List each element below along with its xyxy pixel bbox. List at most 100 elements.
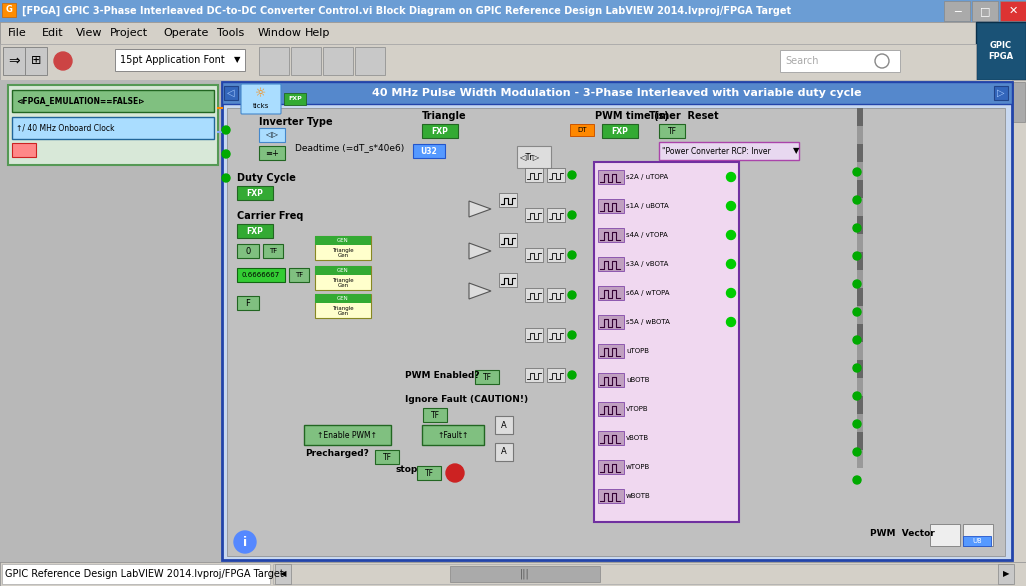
FancyBboxPatch shape bbox=[25, 47, 47, 75]
Text: ◁Tr▷: ◁Tr▷ bbox=[519, 152, 540, 162]
FancyBboxPatch shape bbox=[598, 315, 624, 329]
FancyBboxPatch shape bbox=[499, 273, 517, 287]
Circle shape bbox=[853, 168, 861, 176]
Text: Timer  Reset: Timer Reset bbox=[649, 111, 718, 121]
Text: DT: DT bbox=[578, 127, 587, 133]
Text: PWM Enabled?: PWM Enabled? bbox=[405, 372, 479, 380]
Text: U8: U8 bbox=[973, 538, 982, 544]
Text: Duty Cycle: Duty Cycle bbox=[237, 173, 295, 183]
Text: A: A bbox=[501, 448, 507, 456]
FancyBboxPatch shape bbox=[422, 425, 484, 445]
FancyBboxPatch shape bbox=[323, 47, 353, 75]
Circle shape bbox=[568, 211, 576, 219]
Text: FXP: FXP bbox=[432, 127, 448, 135]
FancyBboxPatch shape bbox=[475, 370, 499, 384]
FancyBboxPatch shape bbox=[857, 252, 863, 270]
Text: 0: 0 bbox=[245, 247, 250, 255]
Text: ticks: ticks bbox=[252, 103, 269, 109]
Text: 15pt Application Font: 15pt Application Font bbox=[120, 55, 225, 65]
FancyBboxPatch shape bbox=[994, 86, 1008, 100]
Text: TF: TF bbox=[482, 373, 491, 381]
Circle shape bbox=[853, 308, 861, 316]
FancyBboxPatch shape bbox=[602, 124, 638, 138]
Circle shape bbox=[568, 371, 576, 379]
FancyBboxPatch shape bbox=[315, 266, 371, 275]
FancyBboxPatch shape bbox=[525, 168, 543, 182]
Text: ▼: ▼ bbox=[793, 146, 799, 155]
FancyBboxPatch shape bbox=[998, 564, 1014, 584]
Text: Search: Search bbox=[785, 56, 819, 66]
FancyBboxPatch shape bbox=[598, 199, 624, 213]
FancyBboxPatch shape bbox=[450, 566, 600, 582]
FancyBboxPatch shape bbox=[289, 268, 309, 282]
FancyBboxPatch shape bbox=[857, 162, 863, 180]
FancyBboxPatch shape bbox=[857, 342, 863, 360]
Text: stop: stop bbox=[395, 465, 418, 475]
Text: File: File bbox=[8, 28, 27, 38]
FancyBboxPatch shape bbox=[930, 524, 960, 546]
FancyBboxPatch shape bbox=[413, 144, 445, 158]
Text: Triangle
Gen: Triangle Gen bbox=[332, 248, 354, 258]
Text: Precharged?: Precharged? bbox=[305, 449, 369, 458]
FancyBboxPatch shape bbox=[237, 268, 285, 282]
Text: A: A bbox=[501, 421, 507, 430]
Circle shape bbox=[568, 331, 576, 339]
Text: ◁▷: ◁▷ bbox=[266, 131, 278, 139]
FancyBboxPatch shape bbox=[857, 324, 863, 342]
Text: s2A / uTOPA: s2A / uTOPA bbox=[626, 174, 668, 180]
FancyBboxPatch shape bbox=[1013, 82, 1025, 122]
Circle shape bbox=[853, 336, 861, 344]
Text: F: F bbox=[245, 298, 250, 308]
FancyBboxPatch shape bbox=[944, 1, 970, 21]
Text: s5A / wBOTA: s5A / wBOTA bbox=[626, 319, 670, 325]
FancyBboxPatch shape bbox=[275, 564, 291, 584]
FancyBboxPatch shape bbox=[237, 244, 259, 258]
Text: Triangle: Triangle bbox=[422, 111, 467, 121]
FancyBboxPatch shape bbox=[315, 236, 371, 260]
Text: FXP: FXP bbox=[288, 97, 302, 101]
Text: vBOTB: vBOTB bbox=[626, 435, 649, 441]
Text: TF: TF bbox=[269, 248, 277, 254]
Text: Edit: Edit bbox=[42, 28, 64, 38]
Text: ▼: ▼ bbox=[234, 56, 240, 64]
Text: ↑/ 40 MHz Onboard Clock: ↑/ 40 MHz Onboard Clock bbox=[16, 124, 115, 132]
Text: PWM  Vector: PWM Vector bbox=[870, 530, 935, 539]
Text: Help: Help bbox=[305, 28, 330, 38]
Polygon shape bbox=[469, 201, 491, 217]
FancyBboxPatch shape bbox=[857, 108, 863, 126]
FancyBboxPatch shape bbox=[857, 198, 863, 216]
Circle shape bbox=[446, 464, 464, 482]
FancyBboxPatch shape bbox=[857, 396, 863, 414]
FancyBboxPatch shape bbox=[499, 193, 517, 207]
Text: ◀: ◀ bbox=[280, 570, 286, 578]
Text: ⊞: ⊞ bbox=[31, 54, 41, 67]
Text: [FPGA] GPIC 3-Phase Interleaved DC-to-DC Converter Control.vi Block Diagram on G: [FPGA] GPIC 3-Phase Interleaved DC-to-DC… bbox=[22, 6, 791, 16]
Text: Triangle
Gen: Triangle Gen bbox=[332, 306, 354, 316]
FancyBboxPatch shape bbox=[547, 368, 565, 382]
FancyBboxPatch shape bbox=[857, 414, 863, 432]
FancyBboxPatch shape bbox=[857, 144, 863, 162]
Text: ▶: ▶ bbox=[1002, 570, 1010, 578]
Text: FXP: FXP bbox=[246, 227, 264, 236]
FancyBboxPatch shape bbox=[259, 47, 289, 75]
FancyBboxPatch shape bbox=[857, 432, 863, 450]
FancyBboxPatch shape bbox=[857, 180, 863, 198]
FancyBboxPatch shape bbox=[857, 270, 863, 288]
FancyBboxPatch shape bbox=[963, 524, 993, 546]
FancyBboxPatch shape bbox=[972, 1, 998, 21]
Text: TF: TF bbox=[425, 468, 434, 478]
Text: 40 MHz Pulse Width Modulation - 3-Phase Interleaved with variable duty cycle: 40 MHz Pulse Width Modulation - 3-Phase … bbox=[372, 88, 862, 98]
FancyBboxPatch shape bbox=[547, 328, 565, 342]
FancyBboxPatch shape bbox=[525, 288, 543, 302]
Circle shape bbox=[568, 251, 576, 259]
FancyBboxPatch shape bbox=[594, 162, 739, 522]
Text: GPIC
FPGA: GPIC FPGA bbox=[988, 41, 1014, 61]
FancyBboxPatch shape bbox=[259, 146, 285, 160]
Text: vTOPB: vTOPB bbox=[626, 406, 648, 412]
Text: s6A / wTOPA: s6A / wTOPA bbox=[626, 290, 670, 296]
Circle shape bbox=[853, 252, 861, 260]
Text: Inverter Type: Inverter Type bbox=[259, 117, 332, 127]
Text: ✕: ✕ bbox=[1009, 6, 1018, 16]
FancyBboxPatch shape bbox=[525, 328, 543, 342]
Text: □: □ bbox=[980, 6, 990, 16]
